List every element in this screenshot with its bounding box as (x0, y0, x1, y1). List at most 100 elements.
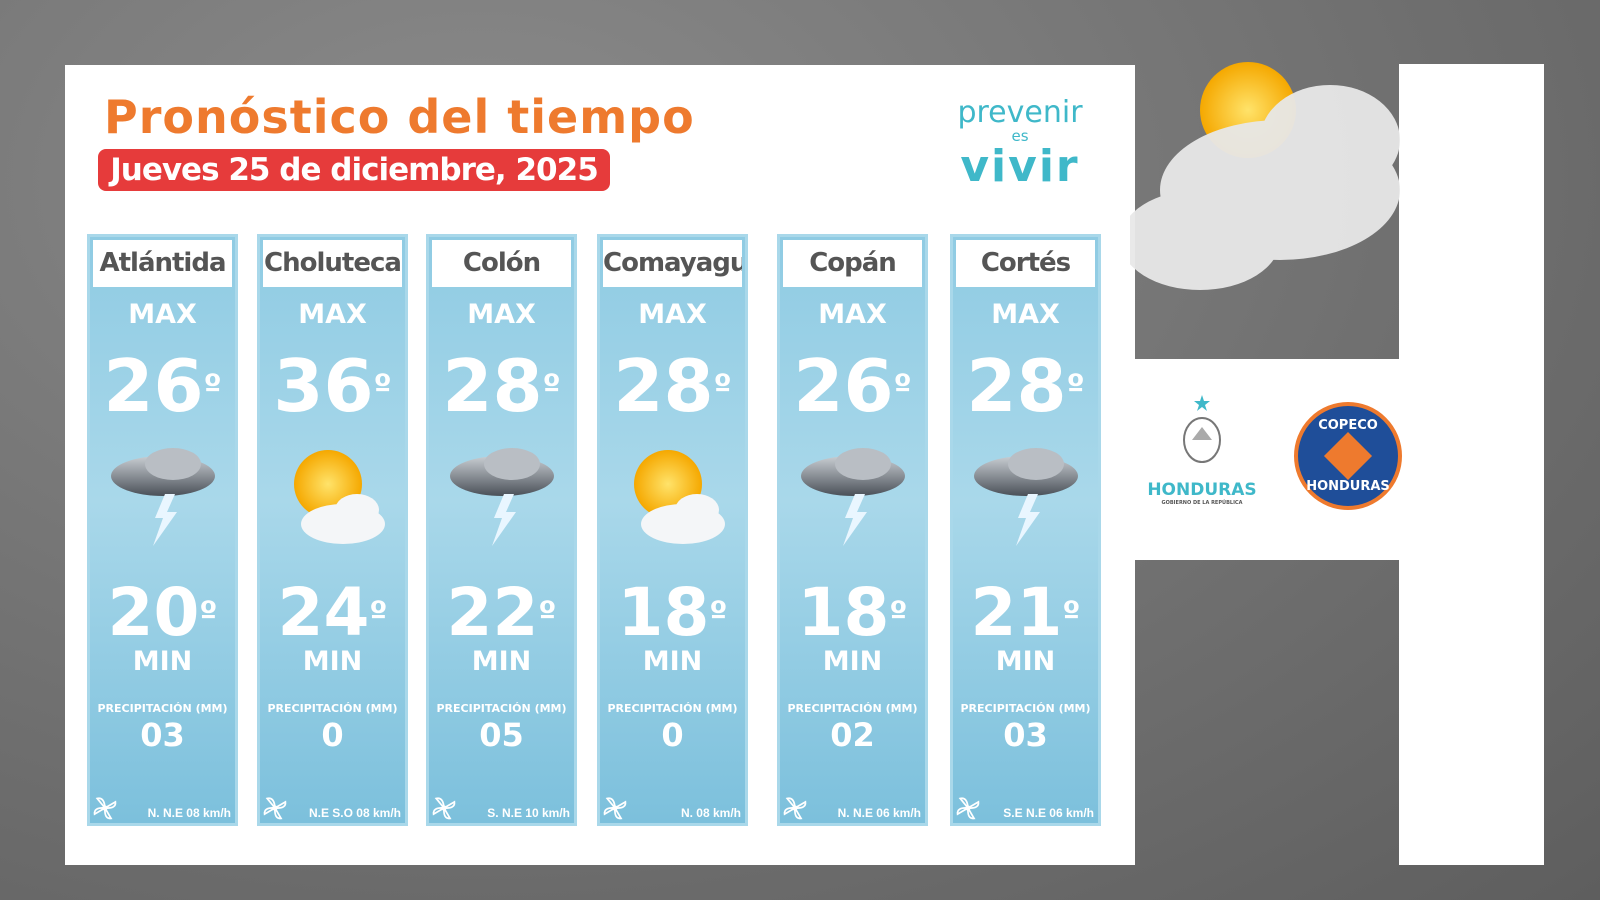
copeco-label: COPECO (1318, 418, 1378, 433)
white-strip (1399, 64, 1544, 865)
max-label: MAX (818, 299, 887, 330)
precip-label: PRECIPITACIÓN (MM) (267, 702, 398, 715)
min-temp: 18º (780, 578, 925, 648)
max-value: 36 (273, 344, 374, 428)
degree-symbol: º (369, 594, 388, 632)
precip-value: 03 (140, 716, 185, 754)
precip-label: PRECIPITACIÓN (MM) (787, 702, 918, 715)
min-label: MIN (822, 646, 883, 677)
degree-symbol: º (542, 367, 561, 405)
wind-info: N. N.E 06 km/h (782, 791, 923, 821)
min-temp: 21º (953, 578, 1098, 648)
thunderstorm-icon (793, 436, 913, 556)
date-banner: Jueves 25 de diciembre, 2025 (98, 149, 610, 191)
logo-line: vivir (960, 141, 1080, 192)
department-name: Comayagua (603, 240, 742, 287)
min-label: MIN (132, 646, 193, 677)
wind-info: N.E S.O 08 km/h (262, 791, 403, 821)
logo-line: prevenir (957, 95, 1083, 130)
honduras-label: HONDURAS (1147, 480, 1257, 500)
honduras-government-logo: HONDURAS GOBIERNO DE LA REPÚBLICA (1140, 395, 1264, 506)
copeco-sublabel: HONDURAS (1306, 479, 1390, 494)
department-column: Copán MAX 26º 18º MIN PRECIPITACIÓN (MM)… (777, 234, 928, 826)
sun-cloud-icon (613, 436, 733, 556)
precip-label: PRECIPITACIÓN (MM) (436, 702, 567, 715)
max-value: 26 (793, 344, 894, 428)
copeco-logo: COPECO HONDURAS (1294, 402, 1402, 510)
department-column: Atlántida MAX 26º 20º MIN PRECIPITACIÓN … (87, 234, 238, 826)
wind-value: N. N.E 06 km/h (837, 806, 921, 820)
min-label: MIN (471, 646, 532, 677)
wind-value: S. N.E 10 km/h (487, 806, 570, 820)
thunderstorm-icon (966, 436, 1086, 556)
degree-symbol: º (893, 367, 912, 405)
min-temp: 20º (90, 578, 235, 648)
max-label: MAX (991, 299, 1060, 330)
precip-label: PRECIPITACIÓN (MM) (960, 702, 1091, 715)
department-name: Choluteca (263, 240, 402, 287)
wind-value: N. N.E 08 km/h (147, 806, 231, 820)
precip-label: PRECIPITACIÓN (MM) (607, 702, 738, 715)
max-label: MAX (638, 299, 707, 330)
thunderstorm-icon (442, 436, 562, 556)
min-temp: 22º (429, 578, 574, 648)
department-name: Copán (783, 240, 922, 287)
wind-value: S.E N.E 06 km/h (1003, 806, 1094, 820)
max-label: MAX (128, 299, 197, 330)
page-title: Pronóstico del tiempo (104, 90, 695, 144)
max-value: 28 (442, 344, 543, 428)
wind-info: S.E N.E 06 km/h (955, 791, 1096, 821)
wind-icon (955, 795, 981, 821)
max-value: 26 (103, 344, 204, 428)
degree-symbol: º (709, 594, 728, 632)
max-value: 28 (613, 344, 714, 428)
precip-value: 0 (661, 716, 684, 754)
degree-symbol: º (199, 594, 218, 632)
precip-value: 02 (830, 716, 875, 754)
precip-value: 05 (479, 716, 524, 754)
max-value: 28 (966, 344, 1067, 428)
max-temp: 36º (260, 346, 405, 426)
degree-symbol: º (889, 594, 908, 632)
degree-symbol: º (538, 594, 557, 632)
max-label: MAX (467, 299, 536, 330)
wind-info: S. N.E 10 km/h (431, 791, 572, 821)
department-name: Cortés (956, 240, 1095, 287)
logo-line: es (1011, 127, 1029, 145)
department-name: Atlántida (93, 240, 232, 287)
min-value: 18 (797, 574, 890, 651)
precip-label: PRECIPITACIÓN (MM) (97, 702, 228, 715)
wind-icon (782, 795, 808, 821)
max-temp: 26º (780, 346, 925, 426)
precip-value: 0 (321, 716, 344, 754)
min-temp: 24º (260, 578, 405, 648)
department-column: Comayagua MAX 28º 18º MIN PRECIPITACIÓN … (597, 234, 748, 826)
min-value: 24 (277, 574, 370, 651)
max-temp: 26º (90, 346, 235, 426)
degree-symbol: º (1066, 367, 1085, 405)
wind-value: N.E S.O 08 km/h (308, 806, 401, 820)
wind-info: N. N.E 08 km/h (92, 791, 233, 821)
max-label: MAX (298, 299, 367, 330)
sun-cloud-icon (1130, 62, 1400, 290)
max-temp: 28º (429, 346, 574, 426)
wind-icon (262, 795, 288, 821)
department-column: Cortés MAX 28º 21º MIN PRECIPITACIÓN (MM… (950, 234, 1101, 826)
honduras-sublabel: GOBIERNO DE LA REPÚBLICA (1161, 500, 1243, 506)
min-value: 22 (446, 574, 539, 651)
thunderstorm-icon (103, 436, 223, 556)
coat-of-arms-icon (1183, 395, 1221, 463)
department-column: Choluteca MAX 36º 24º MIN PRECIPITACIÓN … (257, 234, 408, 826)
prevenir-es-vivir-logo: prevenir es vivir (940, 98, 1100, 190)
department-column: Colón MAX 28º 22º MIN PRECIPITACIÓN (MM)… (426, 234, 577, 826)
degree-symbol: º (1062, 594, 1081, 632)
sun-cloud-icon (273, 436, 393, 556)
min-value: 21 (970, 574, 1063, 651)
min-label: MIN (302, 646, 363, 677)
degree-symbol: º (373, 367, 392, 405)
min-label: MIN (642, 646, 703, 677)
min-label: MIN (995, 646, 1056, 677)
max-temp: 28º (953, 346, 1098, 426)
precip-value: 03 (1003, 716, 1048, 754)
wind-icon (92, 795, 118, 821)
